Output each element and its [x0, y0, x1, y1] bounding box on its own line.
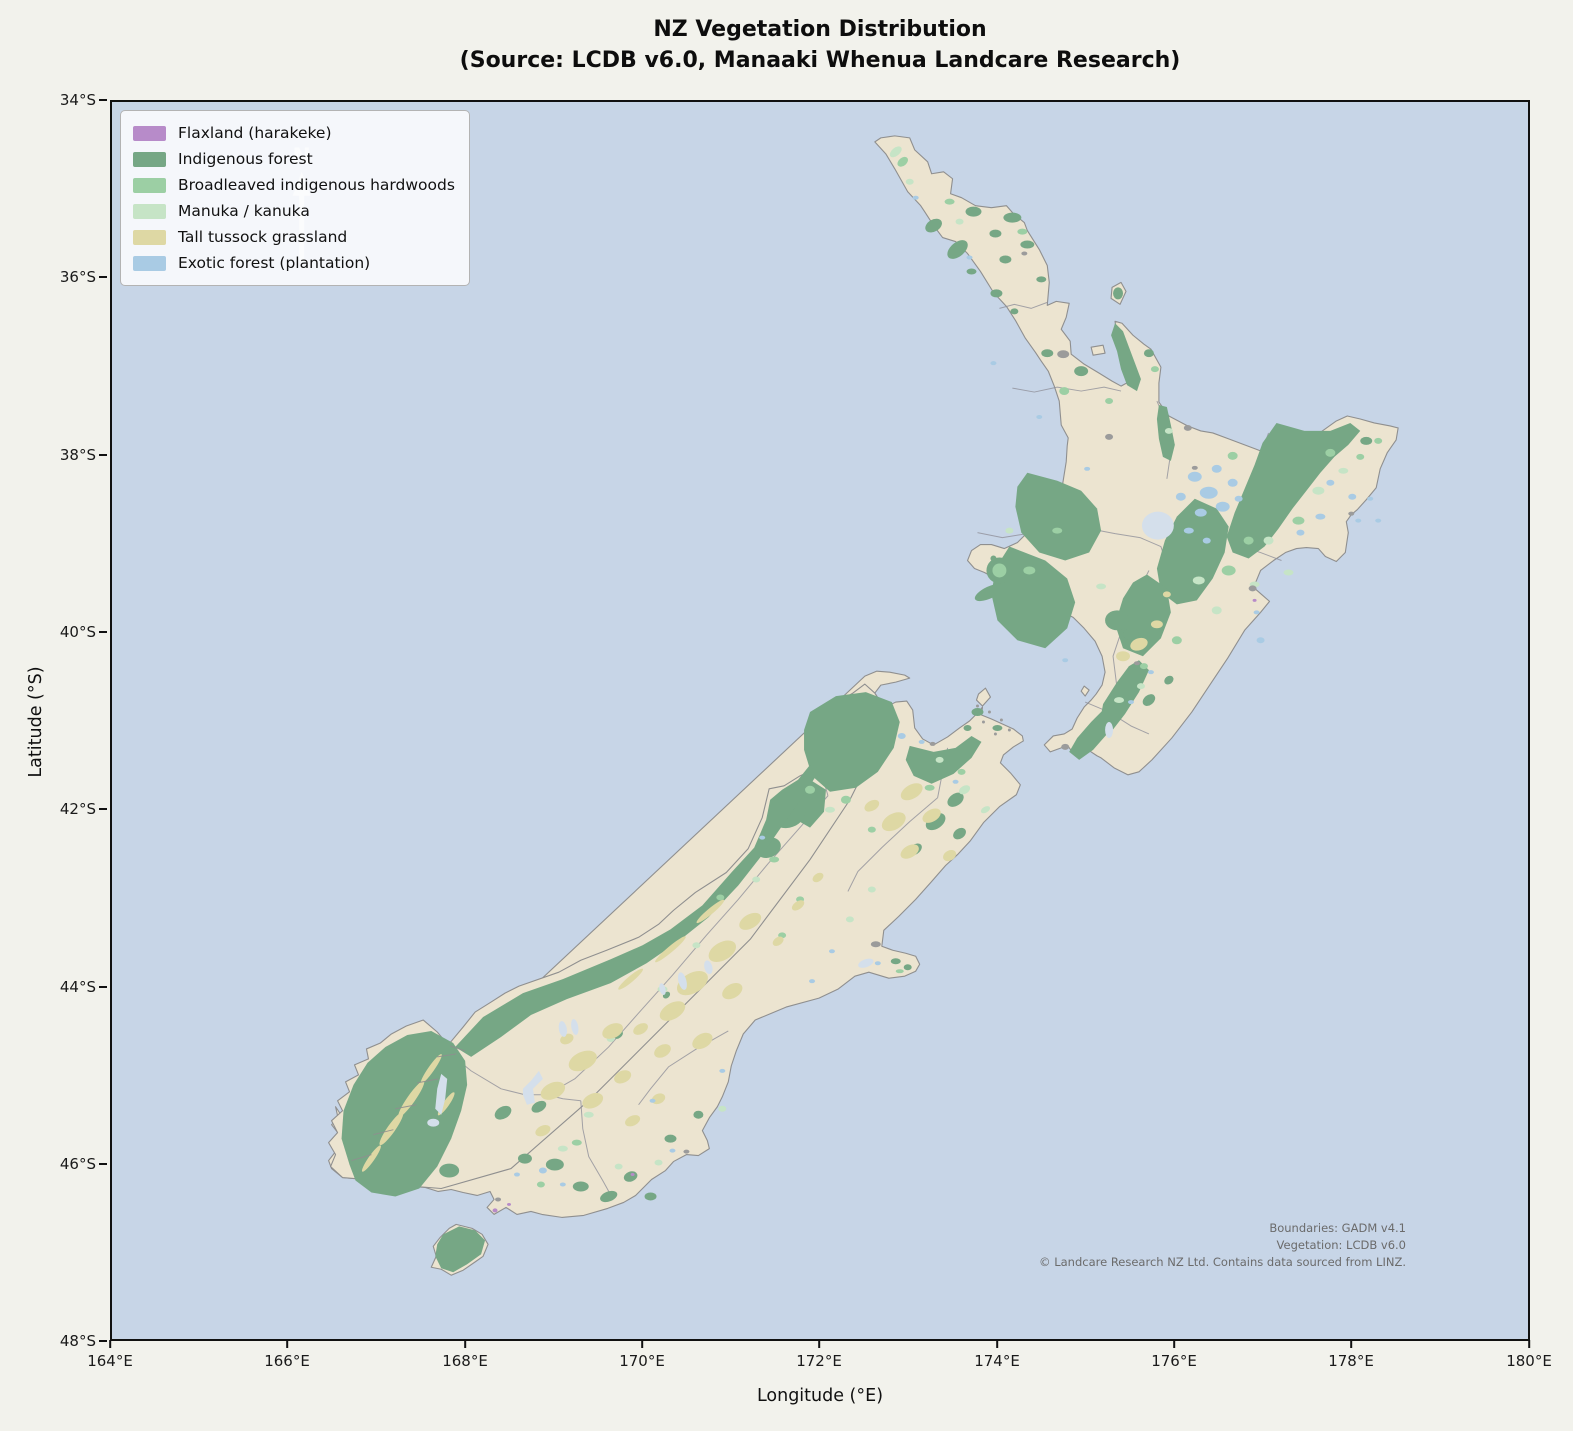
- legend-item-exotic-forest: Exotic forest (plantation): [133, 250, 455, 276]
- veg-indigenous-forest-layer: [341, 206, 1373, 1273]
- veg-manuka-layer: [557, 146, 1349, 1170]
- legend-item-broadleaved: Broadleaved indigenous hardwoods: [133, 172, 455, 198]
- legend-swatch-broadleaved: [133, 177, 166, 193]
- x-tick: 170°E: [619, 1352, 665, 1370]
- durville-island: [975, 687, 991, 707]
- legend-label-indigenous-forest: Indigenous forest: [178, 150, 313, 168]
- legend-item-manuka: Manuka / kanuka: [133, 198, 455, 224]
- x-tick: 164°E: [87, 1352, 133, 1370]
- legend-swatch-flaxland: [133, 125, 166, 141]
- x-tick: 166°E: [264, 1352, 310, 1370]
- y-tick: 38°S: [0, 446, 96, 464]
- legend-item-flaxland: Flaxland (harakeke): [133, 120, 455, 146]
- waiheke-island: [1090, 344, 1106, 356]
- title-line-2: (Source: LCDB v6.0, Manaaki Whenua Landc…: [459, 48, 1181, 73]
- y-tick: 48°S: [0, 1332, 96, 1350]
- fiord-inlets-layer: [351, 1045, 466, 1162]
- legend-swatch-exotic-forest: [133, 255, 166, 271]
- x-tick: 174°E: [974, 1352, 1020, 1370]
- x-tick: 168°E: [442, 1352, 488, 1370]
- lakes-layer: [427, 511, 1174, 1127]
- legend-swatch-indigenous-forest: [133, 151, 166, 167]
- y-tick: 46°S: [0, 1155, 96, 1173]
- legend-label-manuka: Manuka / kanuka: [178, 202, 310, 220]
- y-axis-label: Latitude (°S): [26, 666, 46, 778]
- legend-label-exotic-forest: Exotic forest (plantation): [178, 254, 371, 272]
- veg-tussock-layer: [361, 591, 1171, 1172]
- legend-label-flaxland: Flaxland (harakeke): [178, 124, 332, 142]
- veg-broadleaved-layer: [536, 156, 1383, 1188]
- legend-label-broadleaved: Broadleaved indigenous hardwoods: [178, 176, 455, 194]
- kapiti-island: [1080, 685, 1090, 697]
- nz-map-canvas: N: [293, 135, 1399, 1276]
- y-tick: 40°S: [0, 623, 96, 641]
- veg-flaxland-layer: [492, 598, 1257, 1213]
- attribution-line-2: Vegetation: LCDB v6.0: [1276, 1238, 1406, 1252]
- veg-exotic-forest-layer: [513, 195, 1382, 1187]
- y-tick: 36°S: [0, 268, 96, 286]
- x-tick: 180°E: [1506, 1352, 1552, 1370]
- y-tick: 44°S: [0, 978, 96, 996]
- attribution-line-1: Boundaries: GADM v4.1: [1269, 1221, 1406, 1235]
- map-legend: Flaxland (harakeke) Indigenous forest Br…: [120, 110, 470, 286]
- attribution-line-3: © Landcare Research NZ Ltd. Contains dat…: [1039, 1255, 1406, 1269]
- x-tick: 172°E: [796, 1352, 842, 1370]
- legend-item-indigenous-forest: Indigenous forest: [133, 146, 455, 172]
- legend-swatch-manuka: [133, 203, 166, 219]
- map-plot-area: N Flaxland (harakeke) Indigenous forest …: [110, 100, 1530, 1341]
- y-tick: 42°S: [0, 800, 96, 818]
- title-line-1: NZ Vegetation Distribution: [653, 17, 987, 42]
- x-tick: 178°E: [1328, 1352, 1374, 1370]
- x-axis-label: Longitude (°E): [756, 1386, 884, 1406]
- urban-areas-layer: [495, 251, 1355, 1202]
- legend-swatch-tussock: [133, 229, 166, 245]
- x-tick: 176°E: [1151, 1352, 1197, 1370]
- y-tick: 34°S: [0, 91, 96, 109]
- figure-title: NZ Vegetation Distribution (Source: LCDB…: [110, 14, 1530, 76]
- map-attribution: Boundaries: GADM v4.1 Vegetation: LCDB v…: [1039, 1220, 1406, 1271]
- legend-label-tussock: Tall tussock grassland: [178, 228, 348, 246]
- legend-item-tussock: Tall tussock grassland: [133, 224, 455, 250]
